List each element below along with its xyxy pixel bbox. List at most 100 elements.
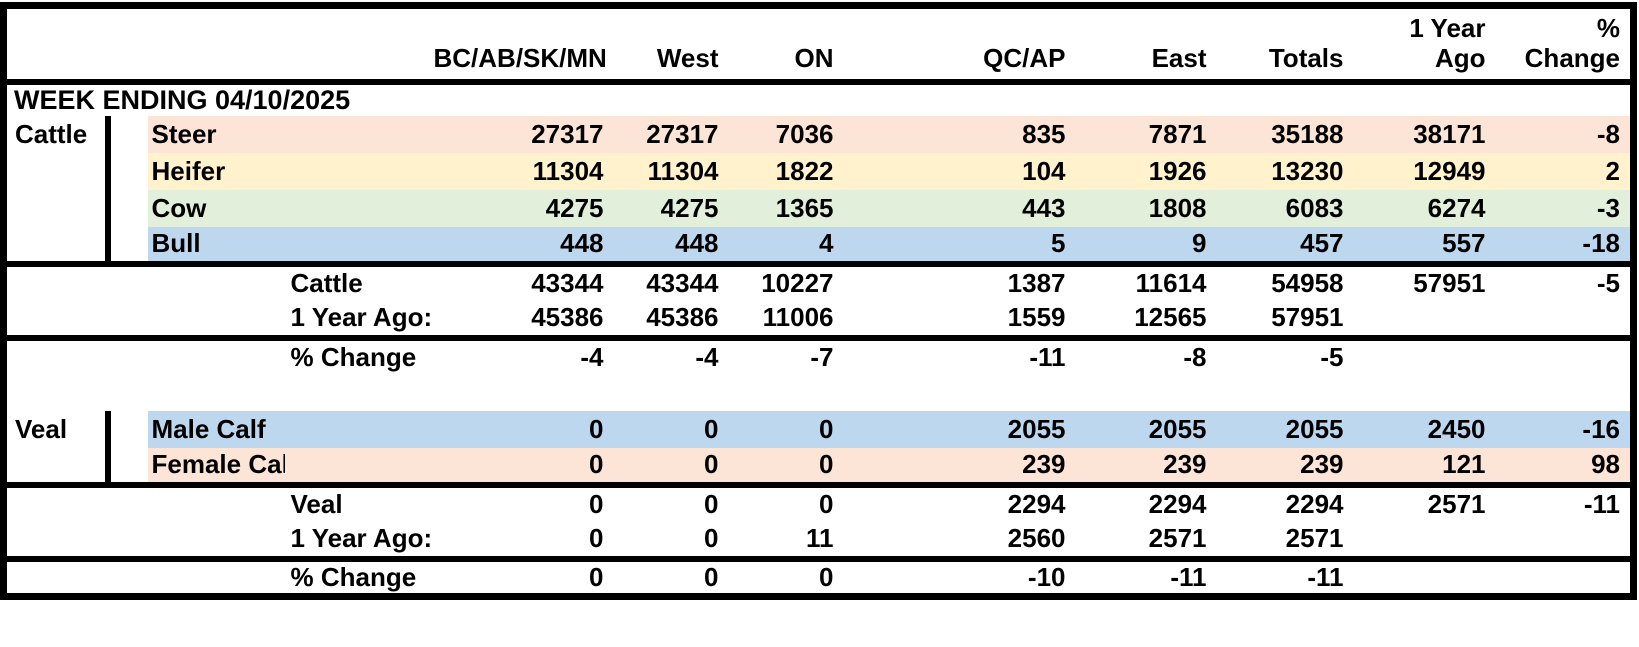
empty-cell (108, 375, 148, 411)
empty-cell (284, 447, 434, 488)
row-veal-year-ago: 1 Year Ago: 0 0 11 2560 2571 2571 (3, 521, 1634, 562)
value-cell: 13230 (1216, 152, 1354, 190)
value-cell: 4275 (613, 189, 729, 227)
empty-cell (148, 264, 285, 301)
col-header-line2: ON (794, 42, 834, 73)
empty-cell (1076, 375, 1217, 411)
spacer-cell (107, 226, 148, 267)
value-cell: 11304 (613, 152, 729, 190)
col-header-1-year-ago: 1 Year Ago (1353, 5, 1496, 85)
empty-cell (148, 338, 285, 375)
empty-cell (148, 559, 285, 597)
column-header-row: BC/AB/SK/MN West ON QC/AP East Totals 1 … (3, 5, 1634, 85)
row-veal-pct-change: % Change 0 0 0 -10 -11 -11 (4, 559, 1634, 597)
value-cell: 0 (728, 447, 844, 488)
empty-header-cell (3, 5, 108, 85)
value-cell: 2294 (1007, 489, 1066, 519)
value-cell: 239 (1075, 447, 1217, 488)
empty-cell (434, 82, 614, 116)
week-ending-row: WEEK ENDING 04/10/2025 (4, 82, 1634, 116)
empty-cell (614, 82, 729, 116)
col-header-line2: BC/AB/SK/MN (433, 42, 607, 73)
value-cell: 1559 (843, 300, 1076, 341)
value-cell (1495, 521, 1634, 562)
value-cell: 0 (728, 410, 844, 448)
col-header-line2: East (1151, 42, 1207, 73)
empty-cell (3, 300, 108, 341)
empty-cell (4, 264, 108, 301)
value-cell: 0 (613, 447, 729, 488)
spacer-cell (107, 447, 148, 488)
row-cattle-heifer: Heifer 11304 11304 1822 104 1926 13230 1… (3, 152, 1634, 190)
value-cell: 98 (1495, 447, 1634, 488)
empty-cell (284, 152, 434, 190)
value-cell: 239 (1216, 447, 1354, 488)
value-cell: 2571 (1427, 489, 1486, 519)
value-cell: 2 (1495, 152, 1634, 190)
spacer-cell (107, 521, 148, 562)
value-cell: 6083 (1216, 189, 1354, 227)
value-cell: 448 (433, 226, 614, 267)
value-cell: -11 (1307, 561, 1344, 592)
category-label: Steer (147, 115, 285, 153)
value-cell: 2450 (1353, 410, 1496, 448)
value-cell: 43344 (646, 268, 719, 298)
value-cell: 6274 (1353, 189, 1496, 227)
value-cell: 54958 (1271, 268, 1344, 298)
value-cell: 0 (704, 489, 719, 519)
value-cell: 0 (589, 489, 604, 519)
row-veal-totals: Veal 0 0 0 2294 2294 2294 2571 -11 (4, 485, 1634, 522)
totals-label: Veal (290, 489, 343, 519)
value-cell: 0 (613, 410, 729, 448)
value-cell: 2571 (1216, 521, 1354, 562)
empty-cell (1217, 375, 1354, 411)
row-cattle-year-ago: 1 Year Ago: 45386 45386 11006 1559 12565… (3, 300, 1634, 341)
empty-cell (148, 485, 285, 522)
value-cell: 27317 (613, 115, 729, 153)
value-cell: 9 (1075, 226, 1217, 267)
value-cell (1496, 559, 1634, 597)
spacer-cell (108, 338, 148, 375)
value-cell: 4275 (433, 189, 614, 227)
value-cell: 38171 (1353, 115, 1496, 153)
empty-cell (284, 189, 434, 227)
value-cell: -16 (1495, 410, 1634, 448)
category-label: Female Calf (147, 447, 285, 488)
value-cell: 1808 (1075, 189, 1217, 227)
value-cell: 45386 (433, 300, 614, 341)
value-cell: 4 (728, 226, 844, 267)
col-header-line2: Ago (1434, 42, 1486, 73)
value-cell: 0 (433, 410, 614, 448)
value-cell: 1365 (728, 189, 844, 227)
value-cell: 835 (843, 115, 1076, 153)
value-cell: 0 (433, 447, 614, 488)
col-header-line2: West (656, 42, 719, 73)
value-cell: 104 (843, 152, 1076, 190)
group-label-veal: Veal (3, 410, 111, 448)
empty-header-cell (107, 5, 148, 85)
value-cell: 1926 (1075, 152, 1217, 190)
value-cell: 11 (728, 521, 844, 562)
value-cell: 1822 (728, 152, 844, 190)
value-cell (1496, 338, 1634, 375)
spacer-cell (108, 485, 148, 522)
empty-cell (147, 521, 285, 562)
category-label: Cow (147, 189, 285, 227)
empty-cell (284, 115, 434, 153)
empty-cell (1354, 82, 1496, 116)
value-cell: 239 (843, 447, 1076, 488)
value-cell: 0 (704, 561, 719, 592)
value-cell: 0 (819, 561, 834, 592)
col-header-on: ON (728, 5, 844, 85)
row-veal-male-calf: Veal Male Calf 0 0 0 2055 2055 2055 2450… (3, 410, 1634, 448)
value-cell: 5 (843, 226, 1076, 267)
value-cell: 11006 (728, 300, 844, 341)
spacer-cell (108, 411, 148, 448)
category-label: Male Calf (147, 410, 285, 448)
value-cell: 121 (1353, 447, 1496, 488)
year-ago-label: 1 Year Ago: (284, 300, 434, 341)
value-cell: 11304 (433, 152, 614, 190)
value-cell: 12949 (1353, 152, 1496, 190)
value-cell: 2055 (1075, 410, 1217, 448)
value-cell (1353, 521, 1496, 562)
